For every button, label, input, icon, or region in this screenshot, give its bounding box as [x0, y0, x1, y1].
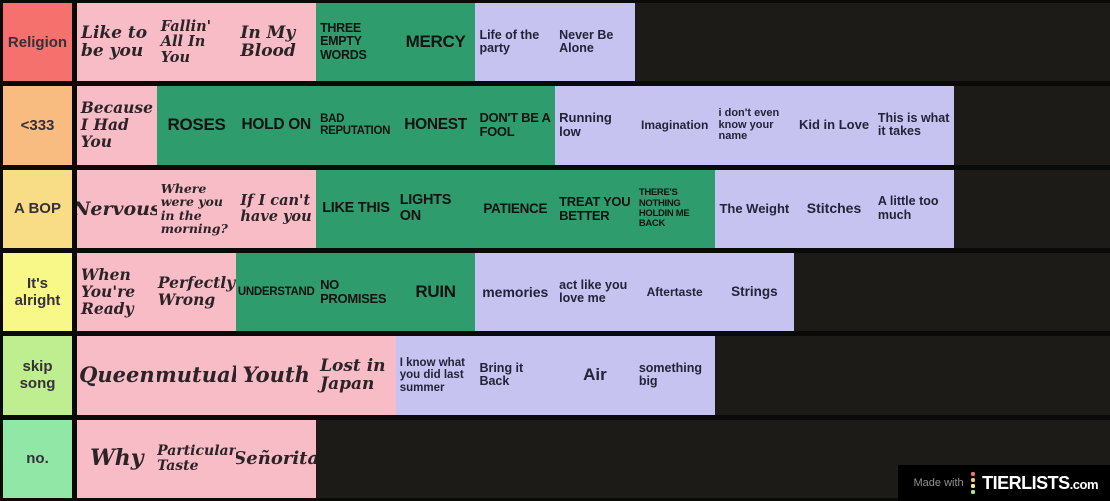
logo-dot — [970, 471, 976, 477]
tier-item[interactable]: NO PROMISES — [316, 252, 396, 332]
tier-item[interactable]: The Weight — [714, 169, 795, 248]
tier-row-items: When You're Ready Perfectly Wrong UNDERSTA… — [77, 252, 1110, 332]
tier-item[interactable]: i don't even know your name — [714, 86, 795, 165]
tier-item[interactable]: Kid in Love — [794, 86, 874, 165]
tier-item[interactable]: LIGHTS ON — [395, 169, 476, 248]
tier-item[interactable]: If I can't have you — [236, 169, 317, 248]
tierlists-wordmark-name: TIERLISTS — [982, 472, 1070, 493]
tier-item[interactable]: Fallin' All In You — [156, 3, 237, 82]
tier-item[interactable]: UNDERSTAND — [236, 252, 317, 332]
tier-item[interactable]: Like to be you — [77, 3, 157, 82]
tier-row-items: Why Particular Taste Señorita — [77, 419, 1110, 498]
tier-item[interactable]: This is what it takes — [873, 86, 954, 165]
tierlists-badge[interactable]: Made with TIERLISTS .com — [897, 465, 1110, 501]
tier-item[interactable]: Queen — [77, 336, 157, 415]
tierlists-wordmark: TIERLISTS .com — [982, 473, 1098, 494]
tier-item[interactable]: Air — [555, 336, 635, 415]
logo-dot — [970, 477, 976, 483]
tier-row: skip song Queen mutual Youth Lost in Japan I … — [3, 336, 1110, 415]
tier-item[interactable]: Lost in Japan — [316, 336, 396, 415]
tier-item[interactable]: mutual — [156, 336, 237, 415]
tier-item[interactable]: ROSES — [156, 86, 237, 165]
tier-row: Religion Like to be you Fallin' All In You… — [3, 3, 1110, 82]
tier-item[interactable]: Why — [77, 419, 157, 498]
tier-row-items: Because I Had You ROSES HOLD ON BAD REPUTAT… — [77, 86, 1110, 165]
tier-item[interactable]: Strings — [714, 252, 795, 332]
tier-item[interactable]: Running low — [555, 86, 635, 165]
tier-label: It's alright — [3, 252, 72, 332]
logo-dot — [970, 483, 976, 489]
tier-label: skip song — [3, 336, 72, 415]
tier-item[interactable]: THREE EMPTY WORDS — [316, 3, 396, 82]
tierlists-logo-icon — [970, 471, 976, 495]
tier-item[interactable]: THERE'S NOTHING HOLDIN ME BACK — [634, 169, 715, 248]
tier-label: A BOP — [3, 169, 72, 248]
tier-row-items: Like to be you Fallin' All In You In My Bl… — [77, 3, 1110, 82]
tier-row: A BOP Nervous Where were you in the mornin… — [3, 169, 1110, 248]
tier-item[interactable]: LIKE THIS — [316, 169, 396, 248]
tier-item[interactable]: BAD REPUTATION — [316, 86, 396, 165]
tier-item[interactable]: TREAT YOU BETTER — [555, 169, 635, 248]
tier-label: Religion — [3, 3, 72, 82]
tier-item[interactable]: Particular Taste — [156, 419, 237, 498]
tier-item[interactable]: Because I Had You — [77, 86, 157, 165]
tier-item[interactable]: Life of the party — [475, 3, 556, 82]
tier-row-items: Queen mutual Youth Lost in Japan I know what… — [77, 336, 1110, 415]
tier-item[interactable]: Imagination — [634, 86, 715, 165]
tier-item[interactable]: DON'T BE A FOOL — [475, 86, 556, 165]
tier-item[interactable]: A little too much — [873, 169, 954, 248]
tier-item[interactable]: Never Be Alone — [555, 3, 635, 82]
tier-item[interactable]: I know what you did last summer — [395, 336, 476, 415]
tier-item[interactable]: Perfectly Wrong — [156, 252, 237, 332]
tier-item[interactable]: HOLD ON — [236, 86, 317, 165]
tier-item[interactable]: RUIN — [395, 252, 476, 332]
tier-row: no. Why Particular Taste Señorita — [3, 419, 1110, 498]
tier-item[interactable]: Youth — [236, 336, 317, 415]
tier-item[interactable]: Where were you in the morning? — [156, 169, 237, 248]
made-with-label: Made with — [913, 477, 964, 489]
tier-item[interactable]: MERCY — [395, 3, 476, 82]
tier-item[interactable]: Nervous — [77, 169, 157, 248]
logo-dot — [970, 489, 976, 495]
tier-label: <333 — [3, 86, 72, 165]
tier-row: It's alright When You're Ready Perfectly W… — [3, 252, 1110, 332]
tier-item[interactable]: act like you love me — [555, 252, 635, 332]
tierlists-wordmark-tld: .com — [1069, 476, 1099, 492]
tier-row: <333 Because I Had You ROSES HOLD ON BAD REP… — [3, 86, 1110, 165]
tier-item[interactable]: In My Blood — [236, 3, 317, 82]
tier-item[interactable]: something big — [634, 336, 715, 415]
tier-item[interactable]: Señorita — [236, 419, 317, 498]
tier-row-items: Nervous Where were you in the morning? If … — [77, 169, 1110, 248]
tier-item[interactable]: HONEST — [395, 86, 476, 165]
tier-item[interactable]: When You're Ready — [77, 252, 157, 332]
tier-item[interactable]: memories — [475, 252, 556, 332]
tier-item[interactable]: Bring it Back — [475, 336, 556, 415]
tier-label: no. — [3, 419, 72, 498]
tier-item[interactable]: Stitches — [794, 169, 874, 248]
tier-item[interactable]: Aftertaste — [634, 252, 715, 332]
tier-item[interactable]: PATIENCE — [475, 169, 556, 248]
